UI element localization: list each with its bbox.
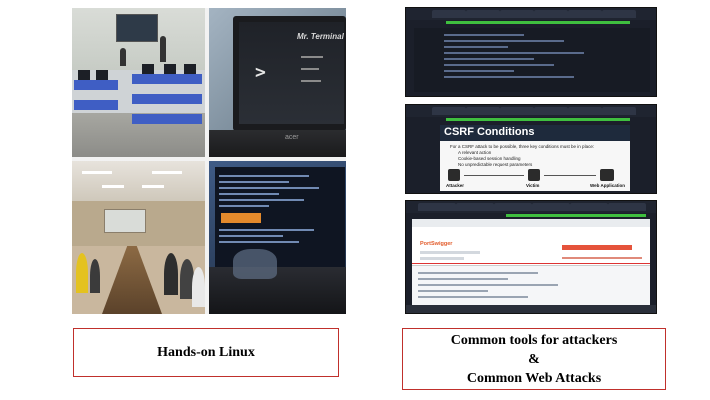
terminal-prompt-icon: >	[255, 62, 266, 83]
caption-ampersand: &	[528, 351, 540, 367]
laptop-screen	[239, 22, 344, 124]
csrf-slide-screenshot: CSRF Conditions For a CSRF attack to be …	[405, 104, 657, 194]
slide-bullet: No unpredictable request parameters	[458, 162, 533, 167]
slide-title: CSRF Conditions	[444, 126, 535, 138]
dev-tools-panel	[412, 265, 650, 310]
progress-bar	[446, 118, 630, 121]
slide-bullet: A relevant action	[458, 150, 492, 155]
slide-intro: For a CSRF attack to be possible, three …	[450, 144, 595, 149]
taskbar	[406, 305, 656, 313]
web-page: PortSwigger	[412, 219, 650, 310]
portswigger-logo: PortSwigger	[420, 241, 453, 247]
classroom-photo	[72, 161, 205, 314]
projector-screen	[116, 14, 158, 42]
photo-collage: Mr. Terminal > acer	[72, 8, 346, 314]
caption-tools-and-attacks: Common tools for attackers & Common Web …	[402, 328, 666, 390]
attacker-label: Attacker	[446, 183, 465, 188]
web-app-label: Web Application	[590, 183, 626, 188]
laptop-brand: acer	[285, 134, 299, 141]
terminal-app-title: Mr. Terminal	[297, 32, 344, 41]
whiteboard	[104, 209, 146, 233]
progress-bar	[506, 214, 646, 217]
caption-line: Common Web Attacks	[466, 370, 602, 386]
slide: CSRF Conditions For a CSRF attack to be …	[440, 125, 630, 191]
code-area	[414, 28, 650, 92]
portswigger-screenshot: PortSwigger	[405, 200, 657, 314]
computer-lab-photo	[72, 8, 205, 157]
laptop-keyboard	[209, 267, 346, 314]
progress-bar	[446, 21, 630, 24]
victim-icon	[528, 169, 540, 181]
terminal-laptop-photo: Mr. Terminal > acer	[209, 8, 346, 157]
laptop-keyboard	[209, 130, 346, 157]
web-app-icon	[600, 169, 614, 181]
attacker-icon	[448, 169, 460, 181]
victim-label: Victim	[526, 183, 540, 188]
code-editor-screenshot	[405, 7, 657, 97]
caption-hands-on-linux: Hands-on Linux	[73, 328, 339, 377]
caption-text: Hands-on Linux	[157, 345, 255, 360]
coding-laptop-photo	[209, 161, 346, 314]
slide-bullet: Cookie-based session handling	[458, 156, 521, 161]
caption-line: Common tools for attackers	[450, 332, 618, 348]
